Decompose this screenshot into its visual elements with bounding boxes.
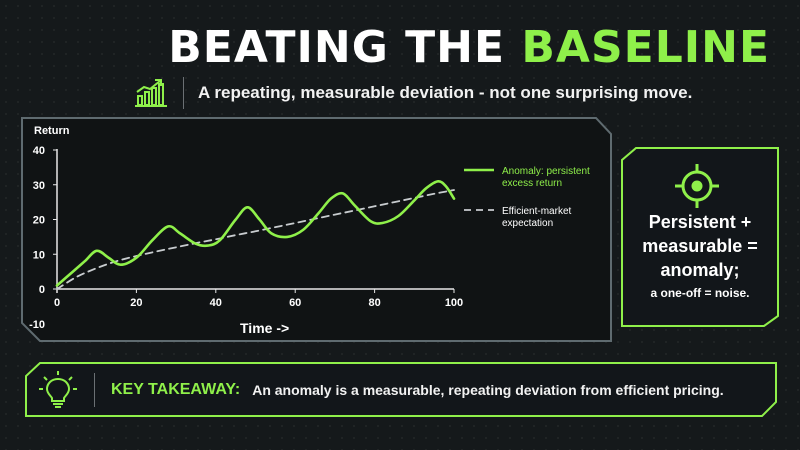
lightbulb-icon xyxy=(39,371,77,408)
key-divider xyxy=(94,373,95,407)
title: BEATING THE BASELINE xyxy=(0,22,800,73)
line-chart: Return -10 0 10 20 30 40 0 20 40 60 80 100 Time ->… xyxy=(29,125,590,336)
chart-legend: Anomaly: persistent excess return Efficien… xyxy=(464,166,590,229)
x-axis-label: Time -> xyxy=(240,320,289,336)
side-panel-frame xyxy=(621,147,779,327)
key-takeaway-label: KEY TAKEAWAY: xyxy=(111,381,241,398)
key-takeaway-frame xyxy=(25,362,777,417)
legend-label: Efficient-market expectation xyxy=(502,206,572,229)
chart-panel-frame xyxy=(21,117,612,342)
x-ticks: 0 20 40 60 80 100 xyxy=(54,289,463,309)
key-takeaway: KEY TAKEAWAY: An anomaly is a measurable… xyxy=(28,364,776,416)
bar-chart-trend-icon xyxy=(135,79,167,107)
title-part-2: BASELINE xyxy=(521,22,770,73)
side-panel-main-text: Persistent + measurable = anomaly; xyxy=(642,212,758,280)
y-tick-label: 0 xyxy=(39,284,45,296)
x-tick-label: 20 xyxy=(130,297,142,309)
legend-label: Anomaly: persistent excess return xyxy=(502,166,590,189)
x-tick-label: 40 xyxy=(210,297,222,309)
subtitle-row: A repeating, measurable deviation - not … xyxy=(133,76,692,110)
subtitle-divider xyxy=(183,77,184,109)
x-tick-label: 60 xyxy=(289,297,301,309)
y-tick-label: 10 xyxy=(33,249,45,261)
side-panel-small-text: a one-off = noise. xyxy=(650,286,750,300)
title-part-1: BEATING THE xyxy=(168,22,506,73)
subtitle: A repeating, measurable deviation - not … xyxy=(198,83,693,102)
x-tick-label: 100 xyxy=(445,297,463,309)
x-tick-label: 80 xyxy=(368,297,380,309)
y-axis-label: Return xyxy=(34,125,70,137)
y-tick-label: 40 xyxy=(33,145,45,157)
key-takeaway-text: An anomaly is a measurable, repeating de… xyxy=(252,382,724,398)
y-tick-label: -10 xyxy=(29,319,45,331)
target-icon xyxy=(675,164,719,208)
chart-series xyxy=(55,179,456,290)
side-panel: Persistent + measurable = anomaly; a one… xyxy=(624,210,776,300)
series-line-anomaly xyxy=(55,179,456,287)
y-tick-label: 20 xyxy=(33,215,45,227)
y-tick-label: 30 xyxy=(33,180,45,192)
series-line-efficient-market xyxy=(56,189,455,290)
x-tick-label: 0 xyxy=(54,297,60,309)
